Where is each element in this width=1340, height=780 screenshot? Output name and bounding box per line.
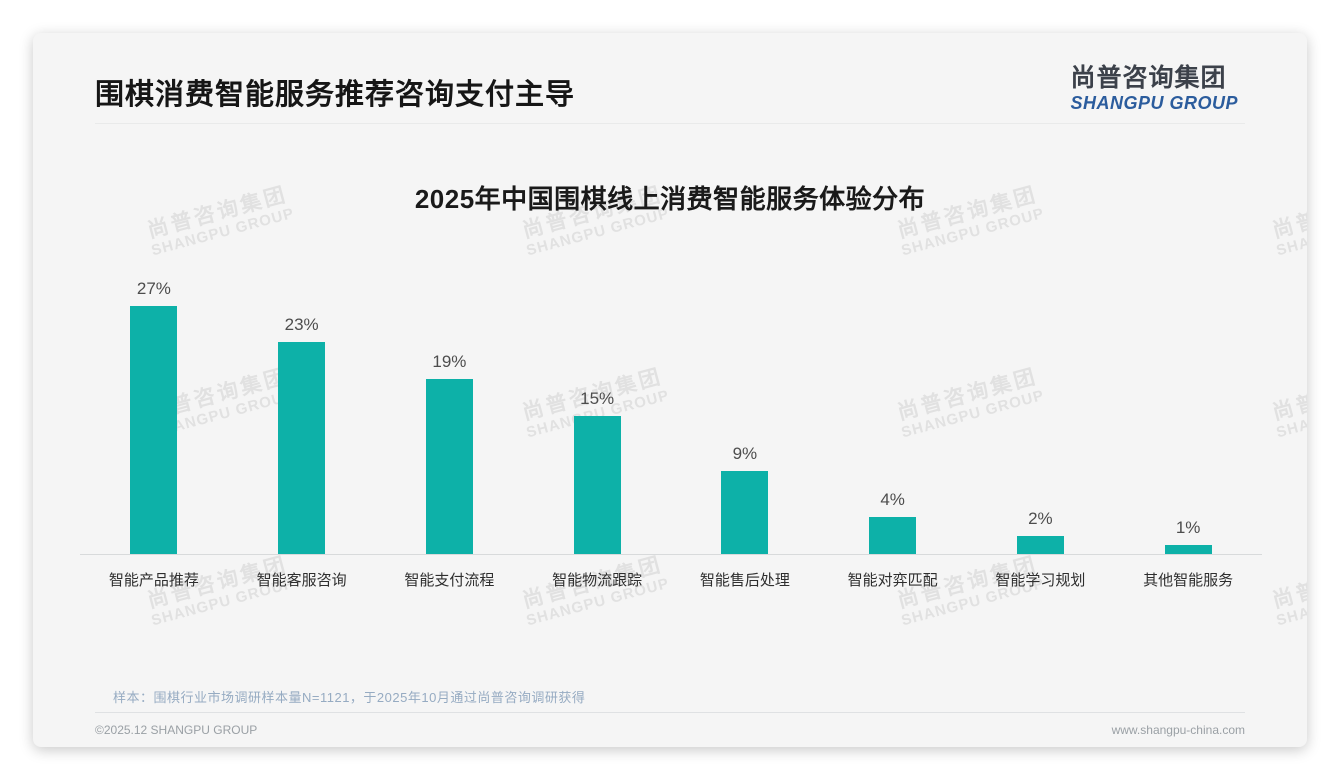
bar-group: 15% xyxy=(523,273,671,554)
bar-category-label: 智能支付流程 xyxy=(404,572,495,589)
bar-group: 19% xyxy=(376,273,524,554)
bar-value-label: 1% xyxy=(1175,517,1201,537)
bar-group: 9% xyxy=(671,273,819,554)
bar xyxy=(1016,535,1064,554)
company-logo: 尚普咨询集团 SHANGPU GROUP xyxy=(1070,64,1238,113)
footer: ©2025.12 SHANGPU GROUP www.shangpu-china… xyxy=(95,723,1245,737)
bar-group: 2% xyxy=(967,273,1115,554)
bar-value-label: 2% xyxy=(1028,508,1053,528)
x-axis-line xyxy=(80,554,1262,555)
report-card: 尚普咨询集团 SHANGPU GROUP 尚普咨询集团 SHANGPU GROUP 尚普… xyxy=(33,33,1307,747)
company-logo-english: SHANGPU GROUP xyxy=(1070,92,1238,113)
bar-group: 27% xyxy=(80,273,228,554)
bar-value-label: 15% xyxy=(580,389,615,408)
bar xyxy=(721,471,769,554)
sample-note: 样本：围棋行业市场调研样本量N=1121，于2025年10月通过尚普咨询调研获得 xyxy=(113,690,586,705)
bar-group: 4% xyxy=(819,273,967,554)
bar-category-label: 其他智能服务 xyxy=(1143,572,1234,589)
bar-category-label: 智能对弈匹配 xyxy=(847,572,938,589)
company-logo-chinese: 尚普咨询集团 xyxy=(1070,64,1227,92)
bar-value-label: 9% xyxy=(732,444,758,464)
footer-divider xyxy=(95,712,1245,713)
bar-category-label: 智能客服咨询 xyxy=(256,572,347,589)
bar-category-label: 智能物流跟踪 xyxy=(552,572,643,589)
category-label-row: 智能产品推荐 智能客服咨询 智能支付流程 智能物流跟踪 智能售后处理 智能对弈匹配 智能学习… xyxy=(80,569,1262,590)
page-title: 围棋消费智能服务推荐咨询支付主导 xyxy=(95,79,576,111)
bar-value-label: 23% xyxy=(284,315,319,335)
bar xyxy=(869,517,917,554)
bar-group: 1% xyxy=(1114,273,1262,554)
bar xyxy=(573,416,621,554)
header-divider xyxy=(95,123,1245,124)
bar-category-label: 智能售后处理 xyxy=(699,572,790,589)
bar-category-label: 智能产品推荐 xyxy=(108,572,199,589)
bar xyxy=(425,379,473,554)
bar-value-label: 19% xyxy=(432,352,467,372)
website-text: www.shangpu-china.com xyxy=(1111,723,1245,737)
bar xyxy=(1164,544,1212,554)
copyright-text: ©2025.12 SHANGPU GROUP xyxy=(95,723,258,737)
bar-category-label: 智能学习规划 xyxy=(995,572,1086,589)
bar-chart: 27% 23% 19% 15% 9% 4% 2% 1% xyxy=(80,273,1262,554)
bar-value-label: 4% xyxy=(880,490,905,510)
bar xyxy=(278,342,326,554)
bar-value-label: 27% xyxy=(136,278,171,298)
bar xyxy=(130,305,178,554)
chart-title: 2025年中国围棋线上消费智能服务体验分布 xyxy=(414,184,926,214)
bar-group: 23% xyxy=(228,273,376,554)
